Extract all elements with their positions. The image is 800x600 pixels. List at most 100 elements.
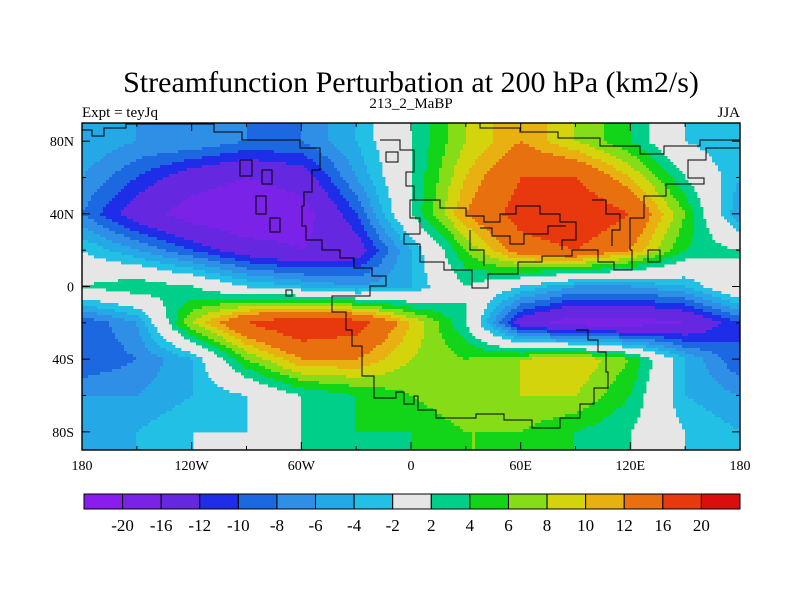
contour-cell [622, 147, 626, 151]
contour-cell [307, 186, 311, 190]
contour-cell [253, 198, 257, 202]
contour-cell [550, 138, 554, 142]
contour-cell [496, 141, 500, 145]
contour-cell [166, 159, 170, 163]
contour-cell [319, 186, 323, 190]
contour-cell [472, 189, 476, 193]
contour-cell [277, 141, 281, 145]
contour-cell [106, 135, 110, 139]
contour-cell [463, 195, 467, 199]
contour-cell [298, 174, 302, 178]
contour-cell [643, 132, 647, 136]
contour-cell [466, 129, 470, 133]
contour-cell [283, 168, 287, 172]
contour-cell [211, 153, 215, 157]
contour-cell [232, 198, 236, 202]
contour-cell [667, 180, 671, 184]
contour-cell [466, 138, 470, 142]
contour-cell [328, 153, 332, 157]
contour-cell [136, 168, 140, 172]
contour-cell [535, 171, 539, 175]
contour-cell [232, 174, 236, 178]
contour-cell [577, 165, 581, 169]
contour-cell [247, 129, 251, 133]
contour-cell [106, 138, 110, 142]
contour-cell [535, 180, 539, 184]
contour-cell [652, 159, 656, 163]
contour-cell [358, 126, 362, 130]
contour-cell [451, 141, 455, 145]
contour-cell [583, 147, 587, 151]
contour-cell [415, 150, 419, 154]
contour-cell [463, 180, 467, 184]
contour-cell [145, 135, 149, 139]
contour-cell [619, 177, 623, 181]
contour-cell [595, 129, 599, 133]
contour-cell [169, 147, 173, 151]
contour-cell [685, 123, 689, 127]
contour-cell [532, 123, 536, 127]
contour-cell [433, 165, 437, 169]
contour-cell [640, 177, 644, 181]
contour-cell [268, 195, 272, 199]
contour-cell [412, 123, 416, 127]
contour-cell [100, 153, 104, 157]
contour-cell [574, 174, 578, 178]
contour-cell [235, 186, 239, 190]
contour-cell [727, 174, 731, 178]
contour-cell [385, 189, 389, 193]
contour-cell [727, 192, 731, 196]
contour-cell [709, 123, 713, 127]
contour-cell [325, 138, 329, 142]
contour-cell [634, 135, 638, 139]
contour-cell [535, 186, 539, 190]
contour-cell [649, 195, 653, 199]
contour-cell [595, 153, 599, 157]
contour-cell [640, 141, 644, 145]
contour-cell [526, 141, 530, 145]
contour-cell [205, 174, 209, 178]
contour-cell [463, 177, 467, 181]
contour-cell [568, 159, 572, 163]
contour-cell [262, 132, 266, 136]
contour-cell [466, 126, 470, 130]
contour-cell [292, 162, 296, 166]
contour-cell [367, 192, 371, 196]
contour-cell [724, 189, 728, 193]
contour-cell [706, 129, 710, 133]
contour-cell [142, 168, 146, 172]
contour-cell [250, 198, 254, 202]
contour-cell [145, 150, 149, 154]
contour-cell [634, 123, 638, 127]
contour-cell [301, 147, 305, 151]
contour-cell [658, 168, 662, 172]
contour-cell [727, 171, 731, 175]
contour-cell [244, 144, 248, 148]
contour-cell [736, 162, 740, 166]
contour-cell [457, 171, 461, 175]
contour-cell [298, 171, 302, 175]
contour-cell [88, 198, 92, 202]
contour-cell [373, 147, 377, 151]
contour-cell [463, 174, 467, 178]
contour-cell [643, 147, 647, 151]
contour-cell [547, 156, 551, 160]
contour-cell [244, 180, 248, 184]
contour-cell [571, 129, 575, 133]
contour-cell [268, 171, 272, 175]
contour-cell [553, 126, 557, 130]
contour-cell [652, 177, 656, 181]
contour-cell [520, 162, 524, 166]
contour-cell [154, 153, 158, 157]
contour-cell [163, 159, 167, 163]
contour-cell [169, 159, 173, 163]
contour-cell [457, 192, 461, 196]
contour-cell [523, 189, 527, 193]
contour-cell [724, 165, 728, 169]
contour-cell [313, 171, 317, 175]
contour-cell [214, 177, 218, 181]
contour-cell [517, 168, 521, 172]
contour-cell [637, 147, 641, 151]
contour-cell [592, 150, 596, 154]
contour-cell [211, 198, 215, 202]
